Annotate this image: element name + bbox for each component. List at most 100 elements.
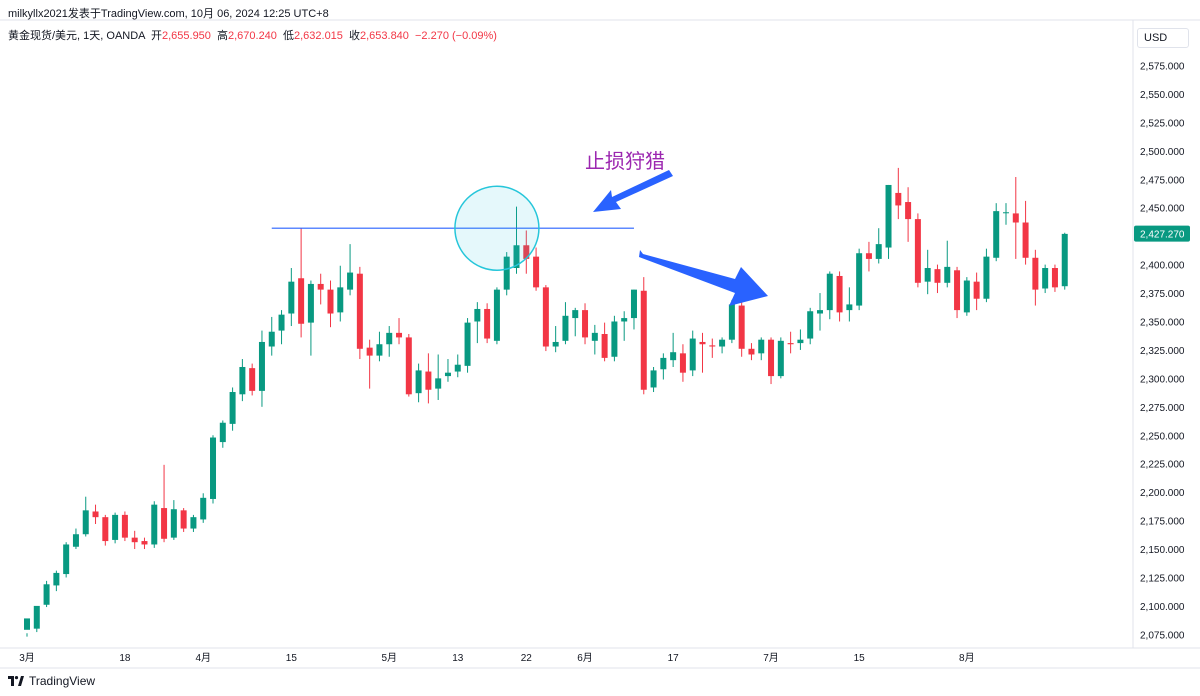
candle[interactable] [356,266,363,360]
candle[interactable] [239,359,246,402]
candle[interactable] [738,297,745,357]
candle[interactable] [552,326,559,353]
candle[interactable] [425,353,432,404]
candle[interactable] [719,337,726,354]
candle[interactable] [112,512,119,544]
candle[interactable] [621,311,628,341]
candle[interactable] [474,302,481,344]
candle[interactable] [993,203,1000,262]
candle[interactable] [905,187,912,242]
candle[interactable] [1012,177,1019,259]
candle[interactable] [934,264,941,294]
candle[interactable] [630,289,637,330]
candle[interactable] [92,504,99,524]
candle[interactable] [72,528,79,550]
candle[interactable] [1051,264,1058,292]
candle[interactable] [1061,232,1068,290]
candle[interactable] [180,508,187,532]
candle[interactable] [885,184,892,259]
candle[interactable] [210,435,217,504]
candle[interactable] [454,354,461,378]
currency-selector[interactable]: USD [1137,28,1189,48]
candle[interactable] [161,464,168,543]
candle[interactable] [973,272,980,311]
candle[interactable] [131,530,138,550]
candle[interactable] [24,618,30,637]
candle[interactable] [533,247,540,291]
candle[interactable] [728,299,735,344]
candle[interactable] [288,268,295,327]
candle[interactable] [924,249,931,295]
candle[interactable] [307,280,314,356]
candle[interactable] [1003,203,1009,225]
candle[interactable] [258,330,265,407]
candle[interactable] [200,493,207,523]
candle[interactable] [983,248,990,303]
candle[interactable] [865,241,872,272]
candle[interactable] [826,271,833,320]
candle[interactable] [914,213,921,288]
symbol-title[interactable]: 黄金现货/美元, 1天, OANDA [8,30,145,42]
candle[interactable] [444,359,451,382]
candle[interactable] [836,271,843,322]
candle[interactable] [170,500,177,540]
candle[interactable] [582,303,589,345]
candle[interactable] [347,244,354,296]
candle[interactable] [503,252,510,296]
candle[interactable] [43,580,50,608]
candle[interactable] [513,206,520,274]
trend-arrow-icon[interactable] [639,250,768,306]
candle[interactable] [954,266,961,319]
candle[interactable] [846,287,853,322]
candle[interactable] [944,240,951,288]
candle[interactable] [366,339,373,389]
candle[interactable] [679,344,686,382]
candle[interactable] [523,230,530,274]
candle[interactable] [758,337,765,361]
candle[interactable] [82,496,89,537]
annotation-text[interactable]: 止损狩猎 [585,149,665,173]
candle[interactable] [768,337,775,385]
candle[interactable] [298,228,305,338]
candle[interactable] [856,248,863,311]
candle[interactable] [542,285,549,352]
candle[interactable] [337,265,344,322]
candle[interactable] [327,280,334,328]
candle[interactable] [777,337,784,379]
candle[interactable] [572,307,579,337]
candle[interactable] [748,343,755,361]
candle[interactable] [601,322,608,362]
candle[interactable] [670,332,677,367]
candle[interactable] [493,287,500,345]
candle[interactable] [660,353,667,380]
candle[interactable] [141,537,148,550]
candle[interactable] [229,387,236,431]
candle[interactable] [33,605,40,633]
candle[interactable] [63,542,70,578]
candle[interactable] [689,330,696,377]
candle[interactable] [875,228,882,264]
candle[interactable] [376,331,383,362]
candle[interactable] [190,514,197,532]
candle[interactable] [807,307,814,345]
candle[interactable] [102,514,109,546]
annotation-arrow-icon[interactable] [593,170,673,212]
candle[interactable] [562,302,569,345]
candle[interactable] [151,501,158,548]
candle[interactable] [787,331,794,354]
price-axis[interactable]: 2,075.000 2,100.000 2,125.000 2,150.000 2,17… [1134,33,1190,641]
tradingview-footer[interactable]: TradingView [8,674,95,688]
candle[interactable] [895,167,902,220]
candle[interactable] [386,326,393,357]
candle[interactable] [963,277,970,316]
candle[interactable] [611,315,618,362]
candle[interactable] [249,363,256,396]
candle[interactable] [415,363,422,403]
candle[interactable] [1022,200,1029,265]
candle[interactable] [278,310,285,345]
candle[interactable] [396,318,403,345]
candle[interactable] [317,273,324,305]
candle[interactable] [1042,264,1049,294]
candle[interactable] [816,293,823,331]
